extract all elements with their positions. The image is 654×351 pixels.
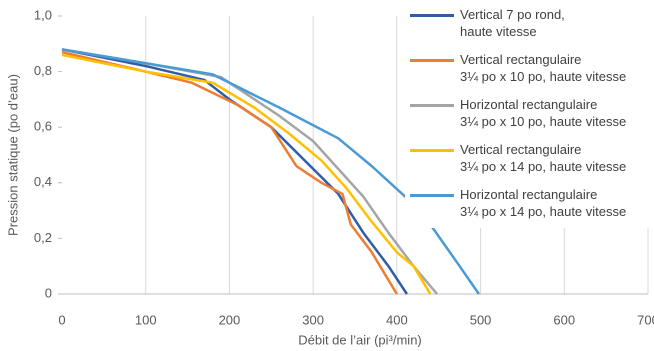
series-line	[61, 50, 398, 295]
y-tick-label: 0,4	[34, 174, 52, 189]
series-line	[61, 48, 480, 295]
legend-item: Vertical rectangulaire 3¼ po x 10 po, ha…	[410, 51, 654, 91]
legend-swatch	[410, 104, 454, 107]
legend: Vertical 7 po rond, haute vitesse Vertica…	[405, 6, 654, 228]
y-tick-label: 0,2	[34, 230, 52, 245]
legend-item: Vertical rectangulaire 3¼ po x 14 po, ha…	[410, 141, 654, 181]
legend-swatch	[410, 194, 454, 197]
legend-label: Horizontal rectangulaire 3¼ po x 10 po, …	[460, 97, 627, 129]
legend-item: Vertical 7 po rond, haute vitesse	[410, 6, 654, 46]
legend-label: Vertical rectangulaire 3¼ po x 10 po, ha…	[460, 52, 627, 84]
series-line	[61, 48, 408, 295]
x-tick-label: 700	[637, 312, 654, 327]
series-line	[61, 53, 432, 295]
x-tick-label: 100	[135, 312, 157, 327]
legend-label: Horizontal rectangulaire 3¼ po x 14 po, …	[460, 187, 627, 219]
x-tick-label: 300	[302, 312, 324, 327]
x-tick-label: 0	[58, 312, 65, 327]
y-tick-label: 1,0	[34, 7, 52, 22]
y-axis-title: Pression statique (po d’eau)	[5, 74, 20, 236]
x-tick-label: 200	[219, 312, 241, 327]
legend-swatch	[410, 149, 454, 152]
y-tick-label: 0	[45, 285, 52, 300]
legend-label: Vertical 7 po rond, haute vitesse	[460, 7, 565, 39]
x-tick-label: 500	[470, 312, 492, 327]
x-axis-title: Débit de l’air (pi³/min)	[298, 332, 422, 347]
legend-item: Horizontal rectangulaire 3¼ po x 10 po, …	[410, 96, 654, 136]
x-tick-label: 400	[386, 312, 408, 327]
legend-swatch	[410, 59, 454, 62]
legend-label: Vertical rectangulaire 3¼ po x 14 po, ha…	[460, 142, 627, 174]
x-tick-label: 600	[553, 312, 575, 327]
legend-swatch	[410, 14, 454, 17]
y-tick-label: 0,6	[34, 119, 52, 134]
legend-item: Horizontal rectangulaire 3¼ po x 14 po, …	[410, 186, 654, 226]
y-tick-label: 0,8	[34, 63, 52, 78]
